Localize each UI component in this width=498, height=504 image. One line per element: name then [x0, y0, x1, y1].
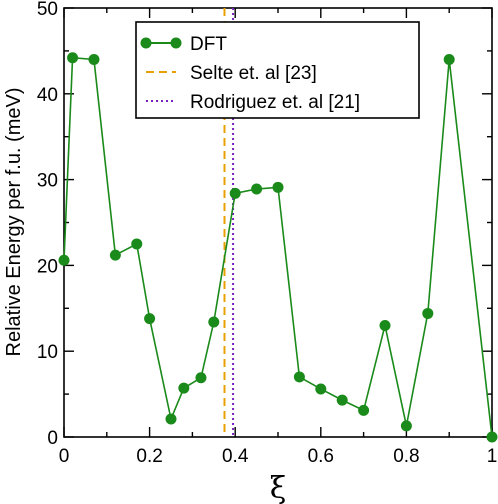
y-tick-label: 30: [37, 171, 58, 192]
series-line-dft: [63, 56, 493, 438]
x-tick-label: 0: [59, 446, 70, 467]
legend-entry-rodriguez: Rodriguez et. al [21]: [146, 92, 360, 113]
data-point: [178, 382, 190, 394]
data-point: [144, 313, 156, 325]
y-tick-labels: 0 10 20 30 40 50: [37, 0, 58, 449]
data-point: [358, 404, 370, 416]
data-point: [195, 372, 207, 384]
data-point: [443, 53, 455, 65]
y-tick-label: 10: [37, 342, 58, 363]
data-point: [208, 316, 220, 328]
data-point: [422, 307, 434, 319]
legend-entry-selte: Selte et. al [23]: [146, 63, 317, 84]
x-tick-label: 0.8: [393, 446, 419, 467]
legend-entry-dft: DFT: [140, 34, 227, 55]
data-point: [165, 413, 177, 425]
y-tick-label: 0: [47, 428, 58, 449]
data-point: [229, 187, 241, 199]
y-tick-label: 50: [37, 0, 58, 20]
data-point: [88, 53, 100, 65]
data-point: [58, 254, 70, 266]
data-point: [293, 371, 305, 383]
data-point: [400, 420, 412, 432]
y-axis-label: Relative Energy per f.u. (meV): [3, 88, 25, 357]
data-point: [272, 181, 284, 193]
x-tick-labels: 0 0.2 0.4 0.6 0.8 1: [59, 446, 498, 467]
y-tick-label: 40: [37, 85, 58, 106]
legend-label-selte: Selte et. al [23]: [190, 63, 317, 84]
data-point: [67, 52, 79, 64]
legend-box: [135, 21, 420, 119]
data-point: [109, 249, 121, 261]
legend-label-rodriguez: Rodriguez et. al [21]: [190, 92, 360, 113]
x-tick-label: 0.2: [136, 446, 162, 467]
data-point: [379, 319, 391, 331]
legend: DFT Selte et. al [23] Rodriguez et. al […: [135, 21, 420, 119]
series-group: [58, 52, 498, 443]
x-tick-label: 0.6: [308, 446, 334, 467]
data-point: [336, 394, 348, 406]
x-axis-label: ξ: [270, 471, 287, 504]
x-tick-label: 0.4: [222, 446, 249, 467]
data-point: [315, 383, 327, 395]
legend-label-dft: DFT: [190, 34, 227, 55]
x-tick-label: 1: [487, 446, 498, 467]
data-point: [251, 183, 263, 195]
y-tick-label: 20: [37, 256, 58, 277]
data-point: [486, 431, 498, 443]
data-point: [131, 238, 143, 250]
